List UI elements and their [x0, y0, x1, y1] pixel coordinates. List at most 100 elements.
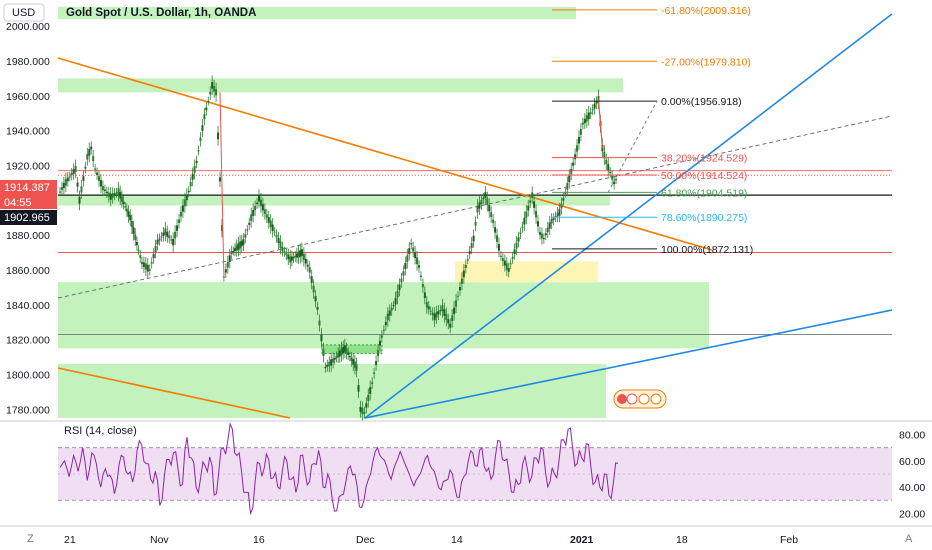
countdown-badge: [0, 195, 57, 209]
rsi-tick-label: 20.00: [899, 508, 925, 520]
candle: [359, 406, 362, 412]
time-axis[interactable]: 21 Nov 16 Dec 14 2021 18 Feb: [64, 534, 798, 546]
candle: [129, 215, 132, 221]
candle: [99, 180, 102, 187]
candle: [191, 173, 194, 180]
candle: [292, 256, 295, 259]
candle: [447, 319, 450, 324]
candle: [135, 241, 138, 246]
last-price-badge: [0, 180, 57, 195]
candle: [468, 251, 471, 254]
candle: [86, 153, 89, 160]
candle: [568, 175, 571, 183]
candle: [185, 194, 188, 201]
candle: [521, 226, 524, 228]
rsi-pane[interactable]: [58, 422, 892, 516]
price-pane[interactable]: -61.80%(2009.316) -27.00%(1979.810) 0.00%(…: [57, 5, 893, 421]
candle: [382, 329, 385, 331]
candle: [207, 101, 210, 103]
candle: [613, 181, 616, 185]
candle: [548, 222, 551, 229]
candle: [134, 234, 137, 240]
candle: [390, 307, 393, 311]
candle: [605, 159, 608, 165]
candle: [275, 234, 278, 238]
candle: [527, 205, 530, 211]
candle: [166, 231, 169, 237]
candle: [607, 164, 610, 171]
candle: [404, 262, 407, 270]
candle: [64, 179, 67, 186]
candle: [421, 283, 424, 288]
currency-label: USD: [12, 7, 35, 19]
time-tick-label: Dec: [356, 534, 375, 546]
candle: [533, 201, 536, 208]
rsi-axis[interactable]: 80.00 60.00 40.00 20.00: [899, 430, 925, 521]
candle: [414, 252, 417, 259]
candle: [119, 192, 122, 199]
trendline-dashed: [57, 115, 893, 299]
candle: [410, 243, 413, 245]
candle: [80, 186, 83, 193]
zoom-icon[interactable]: Z: [27, 533, 34, 545]
candle: [373, 372, 376, 374]
candle: [320, 334, 323, 342]
candle: [343, 345, 346, 352]
candle: [437, 310, 440, 315]
cursor-price-label: 1902.965: [4, 212, 50, 224]
candle: [408, 248, 411, 255]
candle: [263, 209, 266, 214]
candle: [535, 210, 538, 218]
candle: [333, 357, 336, 360]
candle: [273, 231, 276, 233]
candle: [125, 208, 128, 212]
candle: [140, 261, 143, 265]
candle: [265, 214, 268, 218]
candle: [269, 220, 272, 228]
candle: [218, 177, 221, 182]
candle: [248, 222, 251, 225]
candle: [460, 278, 463, 284]
candle: [570, 168, 573, 175]
candle: [357, 385, 360, 392]
price-axis[interactable]: 2000.000 1980.000 1960.000 1940.000 1920.000…: [6, 21, 50, 416]
candle: [464, 264, 467, 269]
candle: [152, 253, 155, 259]
fib-level-label: 61.80%(1904.519): [661, 187, 747, 199]
candle: [513, 249, 516, 254]
candle: [237, 243, 240, 250]
candle: [109, 193, 112, 200]
candle: [406, 255, 409, 262]
candle: [90, 146, 93, 150]
candle: [402, 271, 405, 276]
candle: [587, 112, 590, 120]
candle: [439, 310, 442, 312]
candle: [232, 251, 235, 253]
time-tick-label: Nov: [150, 534, 169, 546]
candle: [162, 232, 165, 237]
candle: [228, 255, 231, 262]
candle: [470, 243, 473, 249]
candle: [537, 221, 540, 227]
rsi-line: [59, 422, 619, 516]
candle: [377, 350, 380, 357]
candle: [226, 261, 229, 268]
candle: [509, 263, 512, 265]
economic-event-icon[interactable]: [613, 389, 667, 409]
price-tick-label: 1820.000: [6, 335, 50, 347]
auto-icon[interactable]: A: [905, 533, 913, 545]
candle: [261, 204, 264, 211]
candle: [378, 340, 381, 346]
candle: [148, 269, 151, 271]
candle: [394, 298, 397, 305]
demand-zone: [58, 282, 709, 349]
currency-box[interactable]: [3, 3, 45, 22]
candle: [271, 224, 274, 231]
candle: [529, 200, 532, 203]
candle: [197, 150, 200, 152]
candle: [615, 179, 618, 181]
candle: [564, 192, 567, 194]
candle: [156, 239, 159, 245]
time-tick-label: Feb: [780, 534, 798, 546]
